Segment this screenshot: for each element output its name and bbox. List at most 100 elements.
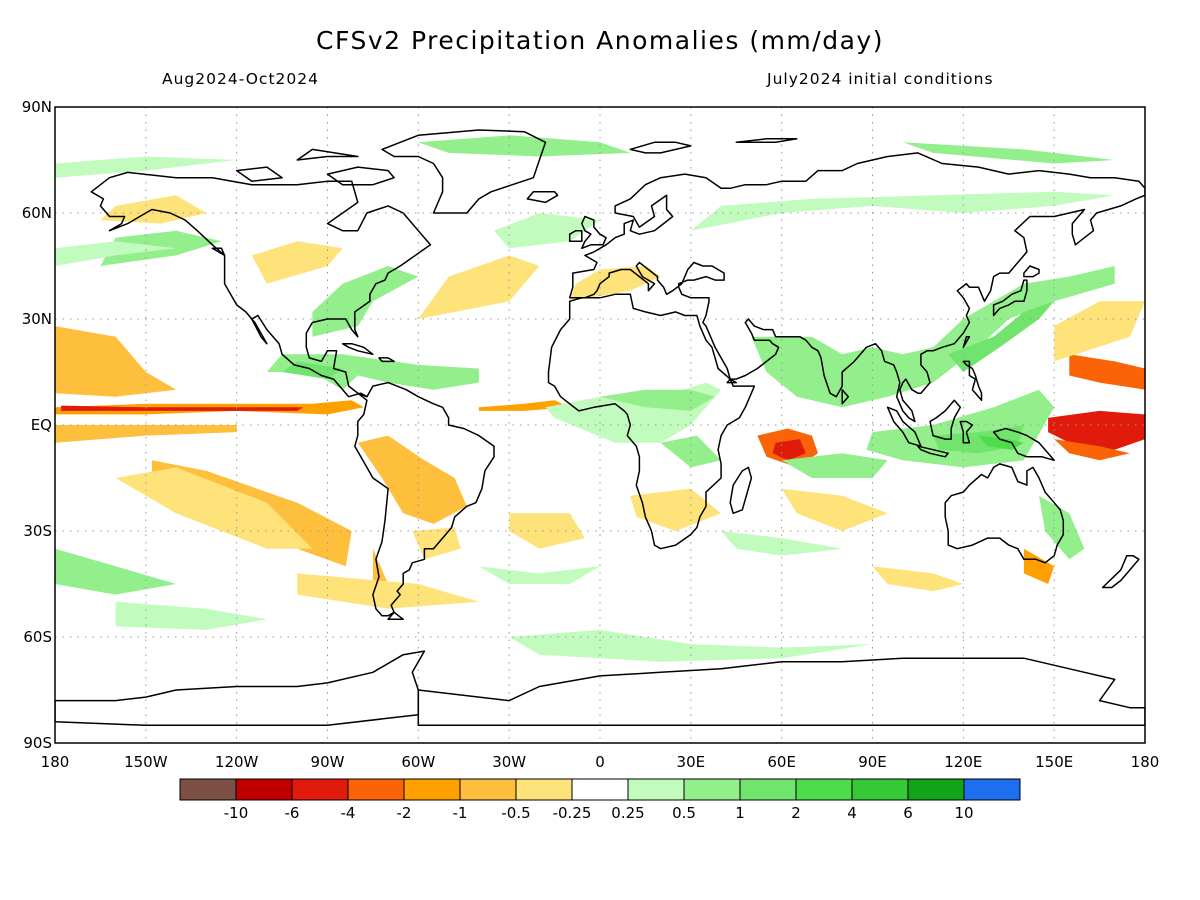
longitude-label: 180 [1131, 753, 1160, 771]
longitude-label: 180 [41, 753, 70, 771]
coastline [417, 657, 1145, 727]
coastline [354, 381, 495, 617]
anomaly-region [266, 354, 479, 390]
legend-label: -2 [397, 804, 412, 822]
coastline [341, 342, 374, 356]
anomaly-fill-layer [55, 135, 1145, 662]
anomaly-region [872, 566, 964, 592]
coastline [962, 360, 983, 402]
coastline [90, 171, 432, 398]
latitude-label: 90N [22, 98, 52, 116]
legend-swatch [347, 778, 405, 801]
coastline [992, 427, 1055, 462]
legend-label: -6 [285, 804, 300, 822]
longitude-label: 90E [858, 753, 887, 771]
legend-swatch [235, 778, 293, 801]
initial-conditions: July2024 initial conditions [767, 70, 994, 88]
anomaly-region [772, 439, 806, 461]
legend-label: -1 [453, 804, 468, 822]
coastline [629, 141, 692, 154]
coastline [296, 148, 359, 161]
coastline [992, 279, 1028, 317]
latitude-label: 60S [23, 628, 52, 646]
latitude-label: 30S [23, 522, 52, 540]
longitude-label: 60E [767, 753, 796, 771]
legend-label: 0.5 [672, 804, 696, 822]
anomaly-region [781, 488, 888, 531]
longitude-label: 60W [401, 753, 435, 771]
longitude-label: 120W [215, 753, 259, 771]
longitude-labels: 180 150W 120W 90W 60W 30W 0 30E 60E 90E 120E 150E 18… [41, 753, 1160, 771]
anomaly-region [1023, 548, 1055, 584]
coastline [378, 357, 395, 363]
coastline [962, 335, 971, 349]
anomaly-region [418, 135, 631, 157]
coastline [726, 378, 738, 384]
legend-swatch [963, 778, 1021, 801]
anomaly-region [61, 405, 304, 411]
anomaly-region [55, 241, 177, 266]
coastline [547, 293, 756, 550]
anomaly-region [600, 389, 716, 411]
legend-label: 1 [735, 804, 745, 822]
legend-label: -4 [341, 804, 356, 822]
coastline [568, 152, 1145, 423]
anomaly-region [1039, 495, 1085, 560]
longitude-label: 90W [311, 753, 345, 771]
map-frame [54, 106, 1146, 744]
legend-swatch [907, 778, 965, 801]
legend-swatch [179, 778, 237, 801]
legend-swatch [795, 778, 853, 801]
latitude-labels: 90N 60N 30N EQ 30S 60S 90S [22, 98, 52, 752]
anomaly-region [115, 467, 313, 549]
coastline [211, 247, 226, 257]
legend-label: -0.25 [553, 804, 592, 822]
anomaly-region [1054, 439, 1130, 461]
legend-swatch [403, 778, 461, 801]
coastline [735, 138, 798, 144]
color-legend: -10 -6 -4 -2 -1 -0.5 -0.25 0.25 0.5 1 2 4 6 10 [179, 778, 1021, 822]
coastline [526, 191, 559, 204]
latitude-label: 60N [22, 204, 52, 222]
longitude-label: 150E [1035, 753, 1073, 771]
legend-label: 10 [954, 804, 973, 822]
coastline [1101, 554, 1140, 589]
anomaly-region [978, 435, 1024, 450]
coastlines [55, 129, 1145, 727]
anomaly-region [1048, 410, 1145, 450]
anomaly-region [902, 142, 1115, 164]
anomaly-region [55, 425, 237, 443]
coastline [326, 166, 395, 186]
legend-label: 6 [903, 804, 913, 822]
map-title: CFSv2 Precipitation Anomalies (mm/day) [316, 26, 884, 55]
legend-swatch [627, 778, 685, 801]
anomaly-region [418, 255, 540, 319]
legend-swatch [851, 778, 909, 801]
longitude-label: 30E [677, 753, 706, 771]
coastline [729, 466, 753, 515]
coastline [929, 399, 962, 440]
legend-label: -0.5 [501, 804, 530, 822]
coastline [381, 129, 547, 214]
latitude-label: 30N [22, 310, 52, 328]
anomaly-region [55, 326, 177, 397]
coastline [959, 420, 974, 444]
anomaly-region [251, 241, 343, 284]
anomaly-region [1054, 301, 1145, 362]
anomaly-region [690, 191, 1115, 231]
anomaly-region [509, 629, 873, 662]
coastline [568, 229, 583, 243]
coastline [55, 650, 426, 727]
anomaly-region [55, 548, 177, 595]
legend-swatch [571, 778, 629, 801]
coastline [235, 166, 283, 182]
legend-swatch [515, 778, 573, 801]
anomaly-region [1069, 354, 1145, 390]
legend-label: 0.25 [611, 804, 644, 822]
longitude-label: 150W [124, 753, 168, 771]
legend-swatch [683, 778, 741, 801]
anomaly-region [660, 435, 722, 468]
coastline [581, 215, 607, 250]
legend-swatch [739, 778, 797, 801]
anomaly-region [297, 573, 479, 609]
